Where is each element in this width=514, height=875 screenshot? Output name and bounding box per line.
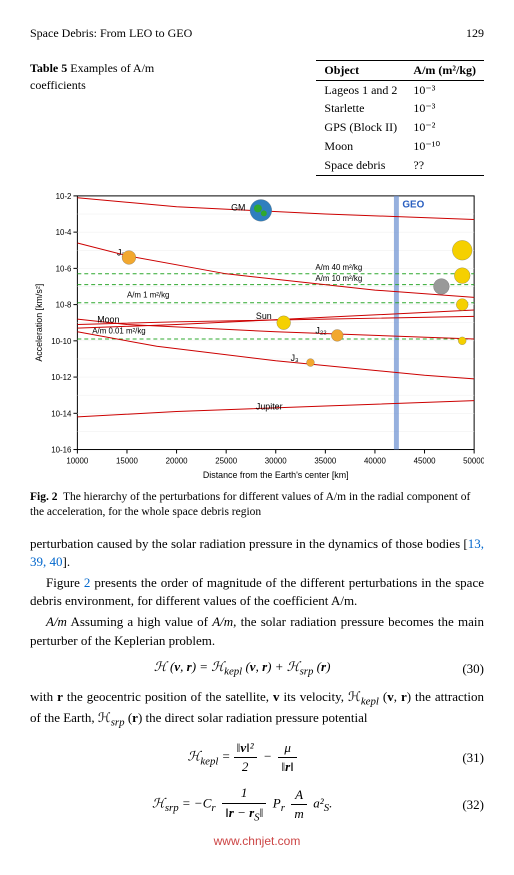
table-cell: Moon [316,137,405,156]
svg-text:20000: 20000 [166,456,189,465]
svg-text:GM: GM [231,202,245,212]
svg-text:J₃: J₃ [291,352,299,362]
svg-text:35000: 35000 [314,456,337,465]
page-number: 129 [466,25,484,42]
table-col-1: A/m (m²/kg) [405,60,484,80]
equation-30: ℋ (v, r) = ℋkepl (v, r) + ℋsrp (r) (30) [30,658,484,680]
svg-text:40000: 40000 [364,456,387,465]
svg-text:10-14: 10-14 [51,409,72,418]
table-cell: 10⁻¹⁰ [405,137,484,156]
svg-text:Sun: Sun [256,311,272,321]
svg-text:GEO: GEO [402,199,424,210]
fig2-label: Fig. 2 [30,491,57,503]
watermark: www.chnjet.com [30,833,484,850]
svg-text:A/m 40 m²/kg: A/m 40 m²/kg [315,263,362,272]
svg-text:10-16: 10-16 [51,445,72,454]
svg-text:10-12: 10-12 [51,373,71,382]
svg-text:50000: 50000 [463,456,484,465]
perturbation-chart: 10000 15000 20000 25000 30000 35000 40000 45000… [30,188,484,484]
table-cell: Lageos 1 and 2 [316,80,405,99]
paragraph-1: perturbation caused by the solar radiati… [30,535,484,571]
table-cell: 10⁻² [405,118,484,137]
fig2-caption: The hierarchy of the perturbations for d… [30,491,470,519]
svg-text:A/m 1 m²/kg: A/m 1 m²/kg [127,290,169,299]
paragraph-2: Figure 2 presents the order of magnitude… [30,574,484,610]
svg-text:Distance from the Earth's cent: Distance from the Earth's center [km] [203,470,349,480]
equation-32: ℋsrp = −Cr 1‖r − rS‖ Pr Am a²S. (32) [30,784,484,825]
svg-text:45000: 45000 [414,456,437,465]
table-5: Table 5 Examples of A/m coefficients Obj… [30,60,484,176]
paragraph-4: with r the geocentric position of the sa… [30,688,484,732]
running-title: Space Debris: From LEO to GEO [30,25,192,42]
svg-text:15000: 15000 [116,456,139,465]
svg-text:Jupiter: Jupiter [256,401,283,411]
table-cell: 10⁻³ [405,99,484,118]
table-cell: ?? [405,156,484,175]
paragraph-3: A/m Assuming a high value of A/m, the so… [30,613,484,649]
svg-text:Moon: Moon [97,314,119,324]
svg-text:10-6: 10-6 [56,264,72,273]
table-cell: Space debris [316,156,405,175]
svg-text:10-2: 10-2 [56,191,72,200]
table-cell: 10⁻³ [405,80,484,99]
svg-text:Acceleration [km/s²]: Acceleration [km/s²] [34,283,44,361]
svg-text:J₂₂: J₂₂ [315,325,326,335]
figure-2: 10000 15000 20000 25000 30000 35000 40000 45000… [30,188,484,521]
equation-31: ℋkepl = ‖v‖²2 − μ‖r‖ (31) [30,739,484,776]
table-cell: Starlette [316,99,405,118]
svg-text:A/m 10 m²/kg: A/m 10 m²/kg [315,274,362,283]
table-cell: GPS (Block II) [316,118,405,137]
table-5-label: Table 5 [30,61,67,75]
svg-text:10000: 10000 [66,456,89,465]
table-col-0: Object [316,60,405,80]
svg-text:10-10: 10-10 [51,336,72,345]
svg-text:10-4: 10-4 [56,228,72,237]
svg-text:A/m 0.01 m²/kg: A/m 0.01 m²/kg [92,326,145,335]
svg-text:25000: 25000 [215,456,238,465]
svg-text:30000: 30000 [265,456,288,465]
svg-text:10-8: 10-8 [56,300,72,309]
